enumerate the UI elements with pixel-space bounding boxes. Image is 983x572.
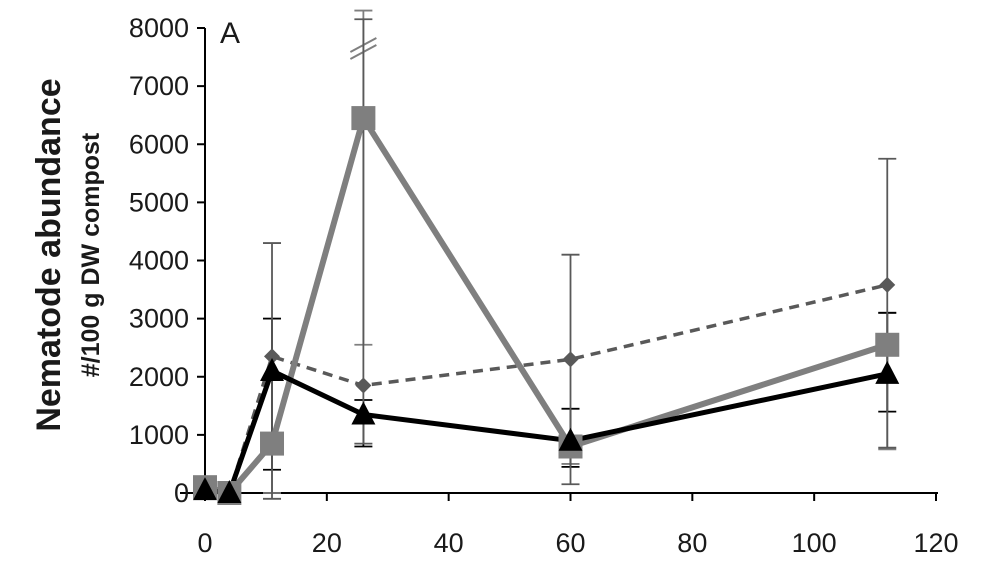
- y-tick-label: 2000: [129, 362, 189, 392]
- triangle-marker: [217, 480, 242, 503]
- triangle-marker: [193, 477, 217, 501]
- y-tick-label: 1000: [129, 420, 189, 450]
- diamond-marker: [562, 351, 579, 368]
- diamond-marker: [879, 276, 896, 293]
- x-tick-label: 60: [555, 528, 585, 558]
- series-layer: [193, 9, 900, 505]
- panel-label: A: [220, 17, 240, 50]
- diamond-marker: [355, 377, 372, 394]
- y-tick-label: 6000: [129, 129, 189, 159]
- y-tick-label: 3000: [129, 304, 189, 334]
- x-tick-label: 0: [197, 528, 212, 558]
- square-marker: [875, 332, 900, 357]
- triangle-marker: [260, 357, 285, 381]
- y-tick-label: 8000: [129, 13, 189, 43]
- x-tick-label: 100: [792, 528, 837, 558]
- y-tick-label: 4000: [129, 246, 189, 276]
- square-marker: [351, 106, 376, 131]
- diamond-marker: [264, 348, 281, 365]
- y-tick-label: 5000: [129, 187, 189, 217]
- x-tick-label: 80: [677, 528, 707, 558]
- x-tick-label: 20: [312, 528, 342, 558]
- y-axis-subtitle: #/100 g DW compost: [77, 132, 105, 377]
- y-tick-label: 0: [174, 478, 189, 508]
- triangle-marker: [875, 360, 900, 384]
- x-tick-label: 40: [434, 528, 464, 558]
- triangle-marker: [351, 401, 376, 425]
- x-tick-label: 120: [913, 528, 958, 558]
- axes: 0 1000 2000 3000 4000 5000 6000 7000 8000 0 20 40 60…: [129, 13, 959, 558]
- y-axis-title: Nematode abundance: [30, 78, 68, 431]
- y-tick-label: 7000: [129, 71, 189, 101]
- triangle-marker: [558, 427, 583, 451]
- series-line-triangle: [204, 368, 888, 496]
- square-marker: [260, 431, 285, 456]
